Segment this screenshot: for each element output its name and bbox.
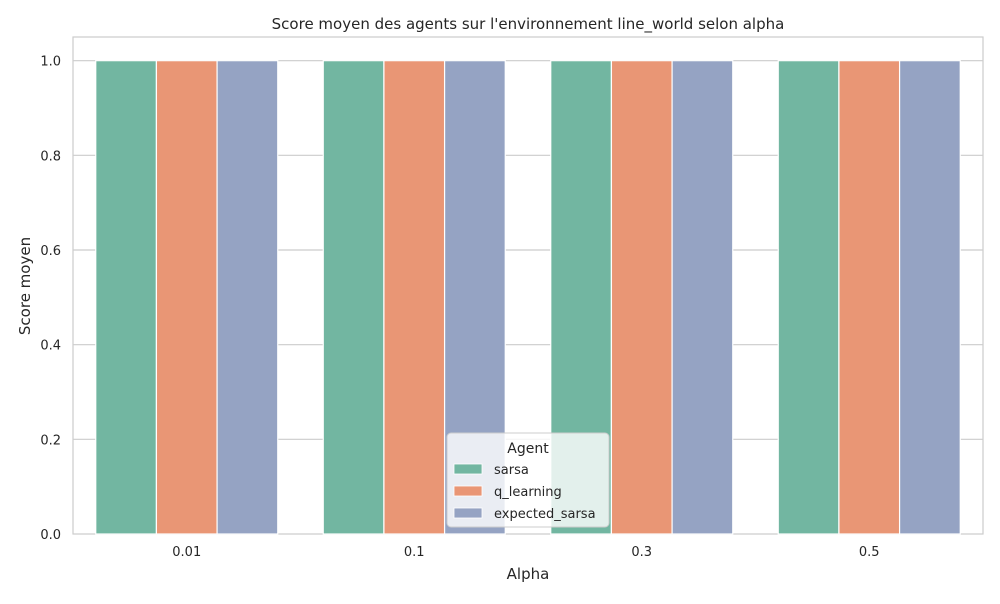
x-tick-label: 0.01	[172, 545, 201, 560]
bar-expected_sarsa-0.3	[671, 60, 734, 535]
bar-q_learning-0.3	[610, 60, 673, 535]
bars	[95, 60, 961, 535]
legend-swatch-sarsa	[453, 463, 483, 475]
bar-q_learning-0.5	[838, 60, 901, 535]
legend-label-sarsa: sarsa	[494, 463, 529, 478]
bar-sarsa-0.01	[95, 60, 158, 535]
legend-swatch-q_learning	[453, 485, 483, 497]
bar-sarsa-0.1	[322, 60, 385, 535]
x-tick-labels: 0.01 0.1 0.3 0.5	[172, 545, 879, 560]
y-axis-label: Score moyen	[16, 237, 34, 335]
y-tick-label: 1.0	[40, 55, 61, 70]
legend-label-expected_sarsa: expected_sarsa	[494, 507, 596, 522]
y-tick-labels: 0.0 0.2 0.4 0.6 0.8 1.0	[40, 55, 61, 543]
bar-sarsa-0.5	[777, 60, 840, 535]
x-tick-label: 0.1	[404, 545, 425, 560]
x-tick-label: 0.5	[859, 545, 880, 560]
legend-entries: sarsa q_learning expected_sarsa	[453, 463, 596, 522]
bar-expected_sarsa-0.5	[898, 60, 961, 535]
bar-expected_sarsa-0.01	[216, 60, 279, 535]
y-tick-label: 0.0	[40, 528, 61, 543]
legend-swatch-expected_sarsa	[453, 507, 483, 519]
bar-q_learning-0.01	[155, 60, 218, 535]
bar-q_learning-0.1	[383, 60, 446, 535]
y-tick-label: 0.6	[40, 244, 61, 259]
legend-box	[446, 432, 610, 528]
legend-label-q_learning: q_learning	[494, 485, 562, 500]
y-tick-label: 0.4	[40, 339, 61, 354]
chart-title: Score moyen des agents sur l'environneme…	[272, 15, 785, 34]
legend-title: Agent	[507, 441, 549, 457]
y-tick-label: 0.2	[40, 433, 61, 448]
y-tick-label: 0.8	[40, 149, 61, 164]
legend: Agent sarsa q_learning expected_sarsa	[446, 432, 610, 528]
x-axis-label: Alpha	[507, 565, 550, 583]
x-tick-label: 0.3	[631, 545, 652, 560]
